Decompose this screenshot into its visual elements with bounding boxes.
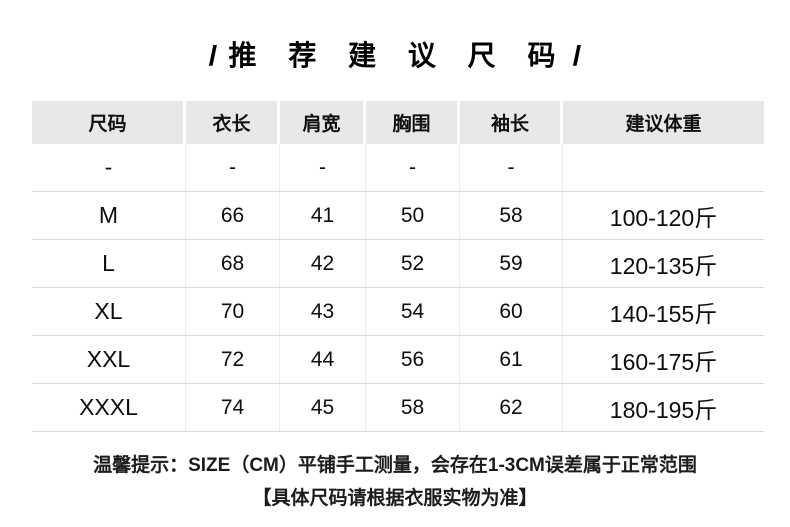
cell-chest: 56 <box>366 336 460 383</box>
cell-sleeve: 62 <box>460 384 563 431</box>
table-header-row: 尺码 衣长 肩宽 胸围 袖长 建议体重 <box>32 101 764 144</box>
cell-shoulder: 44 <box>280 336 366 383</box>
header-cell-chest: 胸围 <box>366 101 460 144</box>
cell-size: M <box>32 192 186 239</box>
header-cell-sleeve: 袖长 <box>460 101 563 144</box>
cell-length: - <box>186 144 280 191</box>
header-cell-length: 衣长 <box>186 101 280 144</box>
footer-notes: 温馨提示：SIZE（CM）平铺手工测量，会存在1-3CM误差属于正常范围 【具体… <box>0 449 790 515</box>
cell-chest: 50 <box>366 192 460 239</box>
cell-chest: 54 <box>366 288 460 335</box>
table-row: - - - - - <box>32 144 764 192</box>
measurement-note: 温馨提示：SIZE（CM）平铺手工测量，会存在1-3CM误差属于正常范围 <box>93 455 697 476</box>
cell-shoulder: - <box>280 144 366 191</box>
cell-length: 66 <box>186 192 280 239</box>
table-row: XXL 72 44 56 61 160-175斤 <box>32 336 764 384</box>
cell-length: 70 <box>186 288 280 335</box>
cell-shoulder: 42 <box>280 240 366 287</box>
cell-weight: 140-155斤 <box>609 300 718 327</box>
table-row: XL 70 43 54 60 140-155斤 <box>32 288 764 336</box>
page-title-text: 推 荐 建 议 尺 码 <box>228 40 568 71</box>
cell-size: XXL <box>32 336 186 383</box>
cell-weight: 120-135斤 <box>609 252 718 279</box>
header-cell-weight: 建议体重 <box>563 101 764 144</box>
cell-length: 74 <box>186 384 280 431</box>
cell-weight <box>563 144 764 191</box>
cell-length: 72 <box>186 336 280 383</box>
cell-sleeve: 58 <box>460 192 563 239</box>
cell-chest: 52 <box>366 240 460 287</box>
cell-size: L <box>32 240 186 287</box>
cell-shoulder: 41 <box>280 192 366 239</box>
size-table: 尺码 衣长 肩宽 胸围 袖长 建议体重 - - - - - M 66 41 50… <box>32 101 764 432</box>
table-row: XXXL 74 45 58 62 180-195斤 <box>32 384 764 432</box>
cell-chest: 58 <box>366 384 460 431</box>
cell-sleeve: 60 <box>460 288 563 335</box>
header-cell-size: 尺码 <box>32 101 186 144</box>
title-left-slash: / <box>208 40 217 71</box>
cell-weight: 100-120斤 <box>609 204 718 231</box>
cell-sleeve: 59 <box>460 240 563 287</box>
cell-size: - <box>32 144 186 191</box>
page-title: / 推 荐 建 议 尺 码 / <box>0 34 790 74</box>
table-row: M 66 41 50 58 100-120斤 <box>32 192 764 240</box>
cell-weight: 160-175斤 <box>609 348 718 375</box>
title-right-slash: / <box>573 40 582 71</box>
header-cell-shoulder: 肩宽 <box>280 101 366 144</box>
cell-weight: 180-195斤 <box>609 396 718 423</box>
cell-sleeve: - <box>460 144 563 191</box>
cell-shoulder: 43 <box>280 288 366 335</box>
table-row: L 68 42 52 59 120-135斤 <box>32 240 764 288</box>
disclaimer-note: 【具体尺码请根据衣服实物为准】 <box>252 488 538 509</box>
cell-chest: - <box>366 144 460 191</box>
cell-size: XL <box>32 288 186 335</box>
cell-length: 68 <box>186 240 280 287</box>
cell-shoulder: 45 <box>280 384 366 431</box>
cell-sleeve: 61 <box>460 336 563 383</box>
cell-size: XXXL <box>32 384 186 431</box>
